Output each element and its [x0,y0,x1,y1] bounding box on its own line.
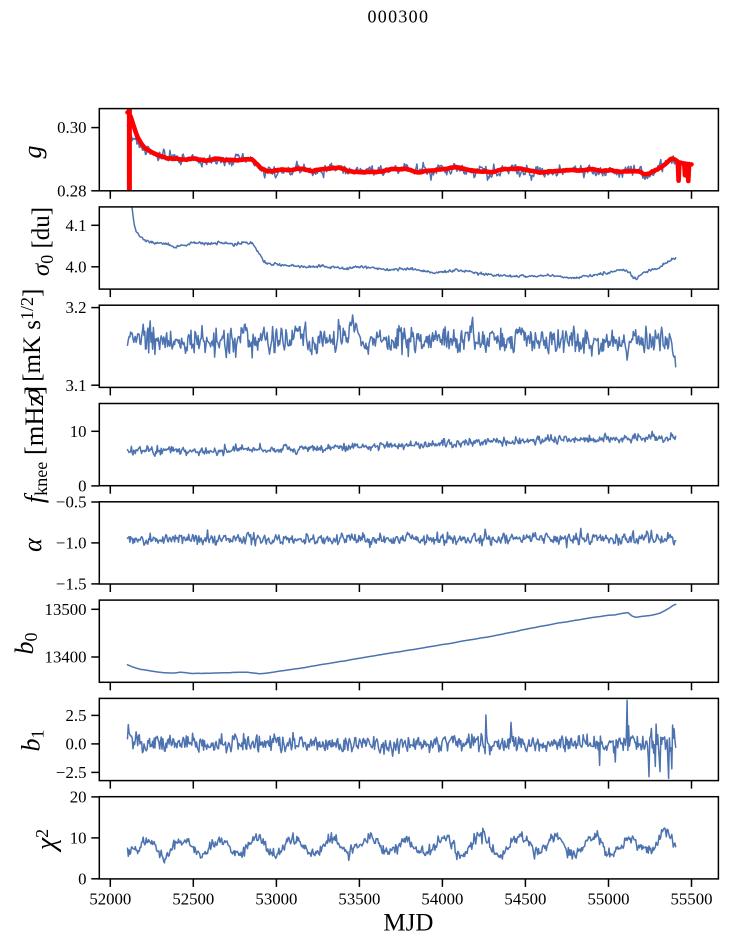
svg-text:MJD: MJD [383,910,433,937]
svg-text:−1.5: −1.5 [56,575,86,594]
svg-text:χ2: χ2 [31,829,62,853]
svg-text:−1.0: −1.0 [56,534,86,553]
svg-text:10: 10 [70,422,87,441]
svg-text:20: 20 [70,788,87,807]
svg-text:−0.5: −0.5 [56,493,86,512]
svg-text:3.1: 3.1 [66,376,87,395]
svg-text:g: g [18,146,47,159]
svg-text:52000: 52000 [89,889,131,908]
svg-text:54500: 54500 [504,889,546,908]
svg-text:53000: 53000 [255,889,297,908]
svg-text:4.0: 4.0 [66,257,87,276]
svg-text:b0: b0 [10,633,41,655]
svg-text:13500: 13500 [45,600,87,619]
svg-text:13400: 13400 [45,648,87,667]
svg-text:0.30: 0.30 [57,118,86,137]
svg-text:54000: 54000 [421,889,463,908]
svg-text:σ0 [du]: σ0 [du] [28,207,57,276]
svg-text:0: 0 [78,869,86,888]
svg-text:4.1: 4.1 [66,216,87,235]
svg-text:55500: 55500 [671,889,713,908]
svg-text:0: 0 [78,477,86,496]
svg-text:α: α [18,537,47,552]
svg-text:b1: b1 [17,730,48,752]
svg-text:−2.5: −2.5 [56,763,86,782]
svg-text:000300: 000300 [367,6,429,26]
svg-text:0.0: 0.0 [66,735,87,754]
svg-text:3.2: 3.2 [66,298,87,317]
svg-text:55000: 55000 [588,889,630,908]
svg-text:0.28: 0.28 [57,181,86,200]
svg-text:10: 10 [70,829,87,848]
svg-text:52500: 52500 [172,889,214,908]
svg-text:53500: 53500 [338,889,380,908]
svg-text:2.5: 2.5 [66,706,87,725]
